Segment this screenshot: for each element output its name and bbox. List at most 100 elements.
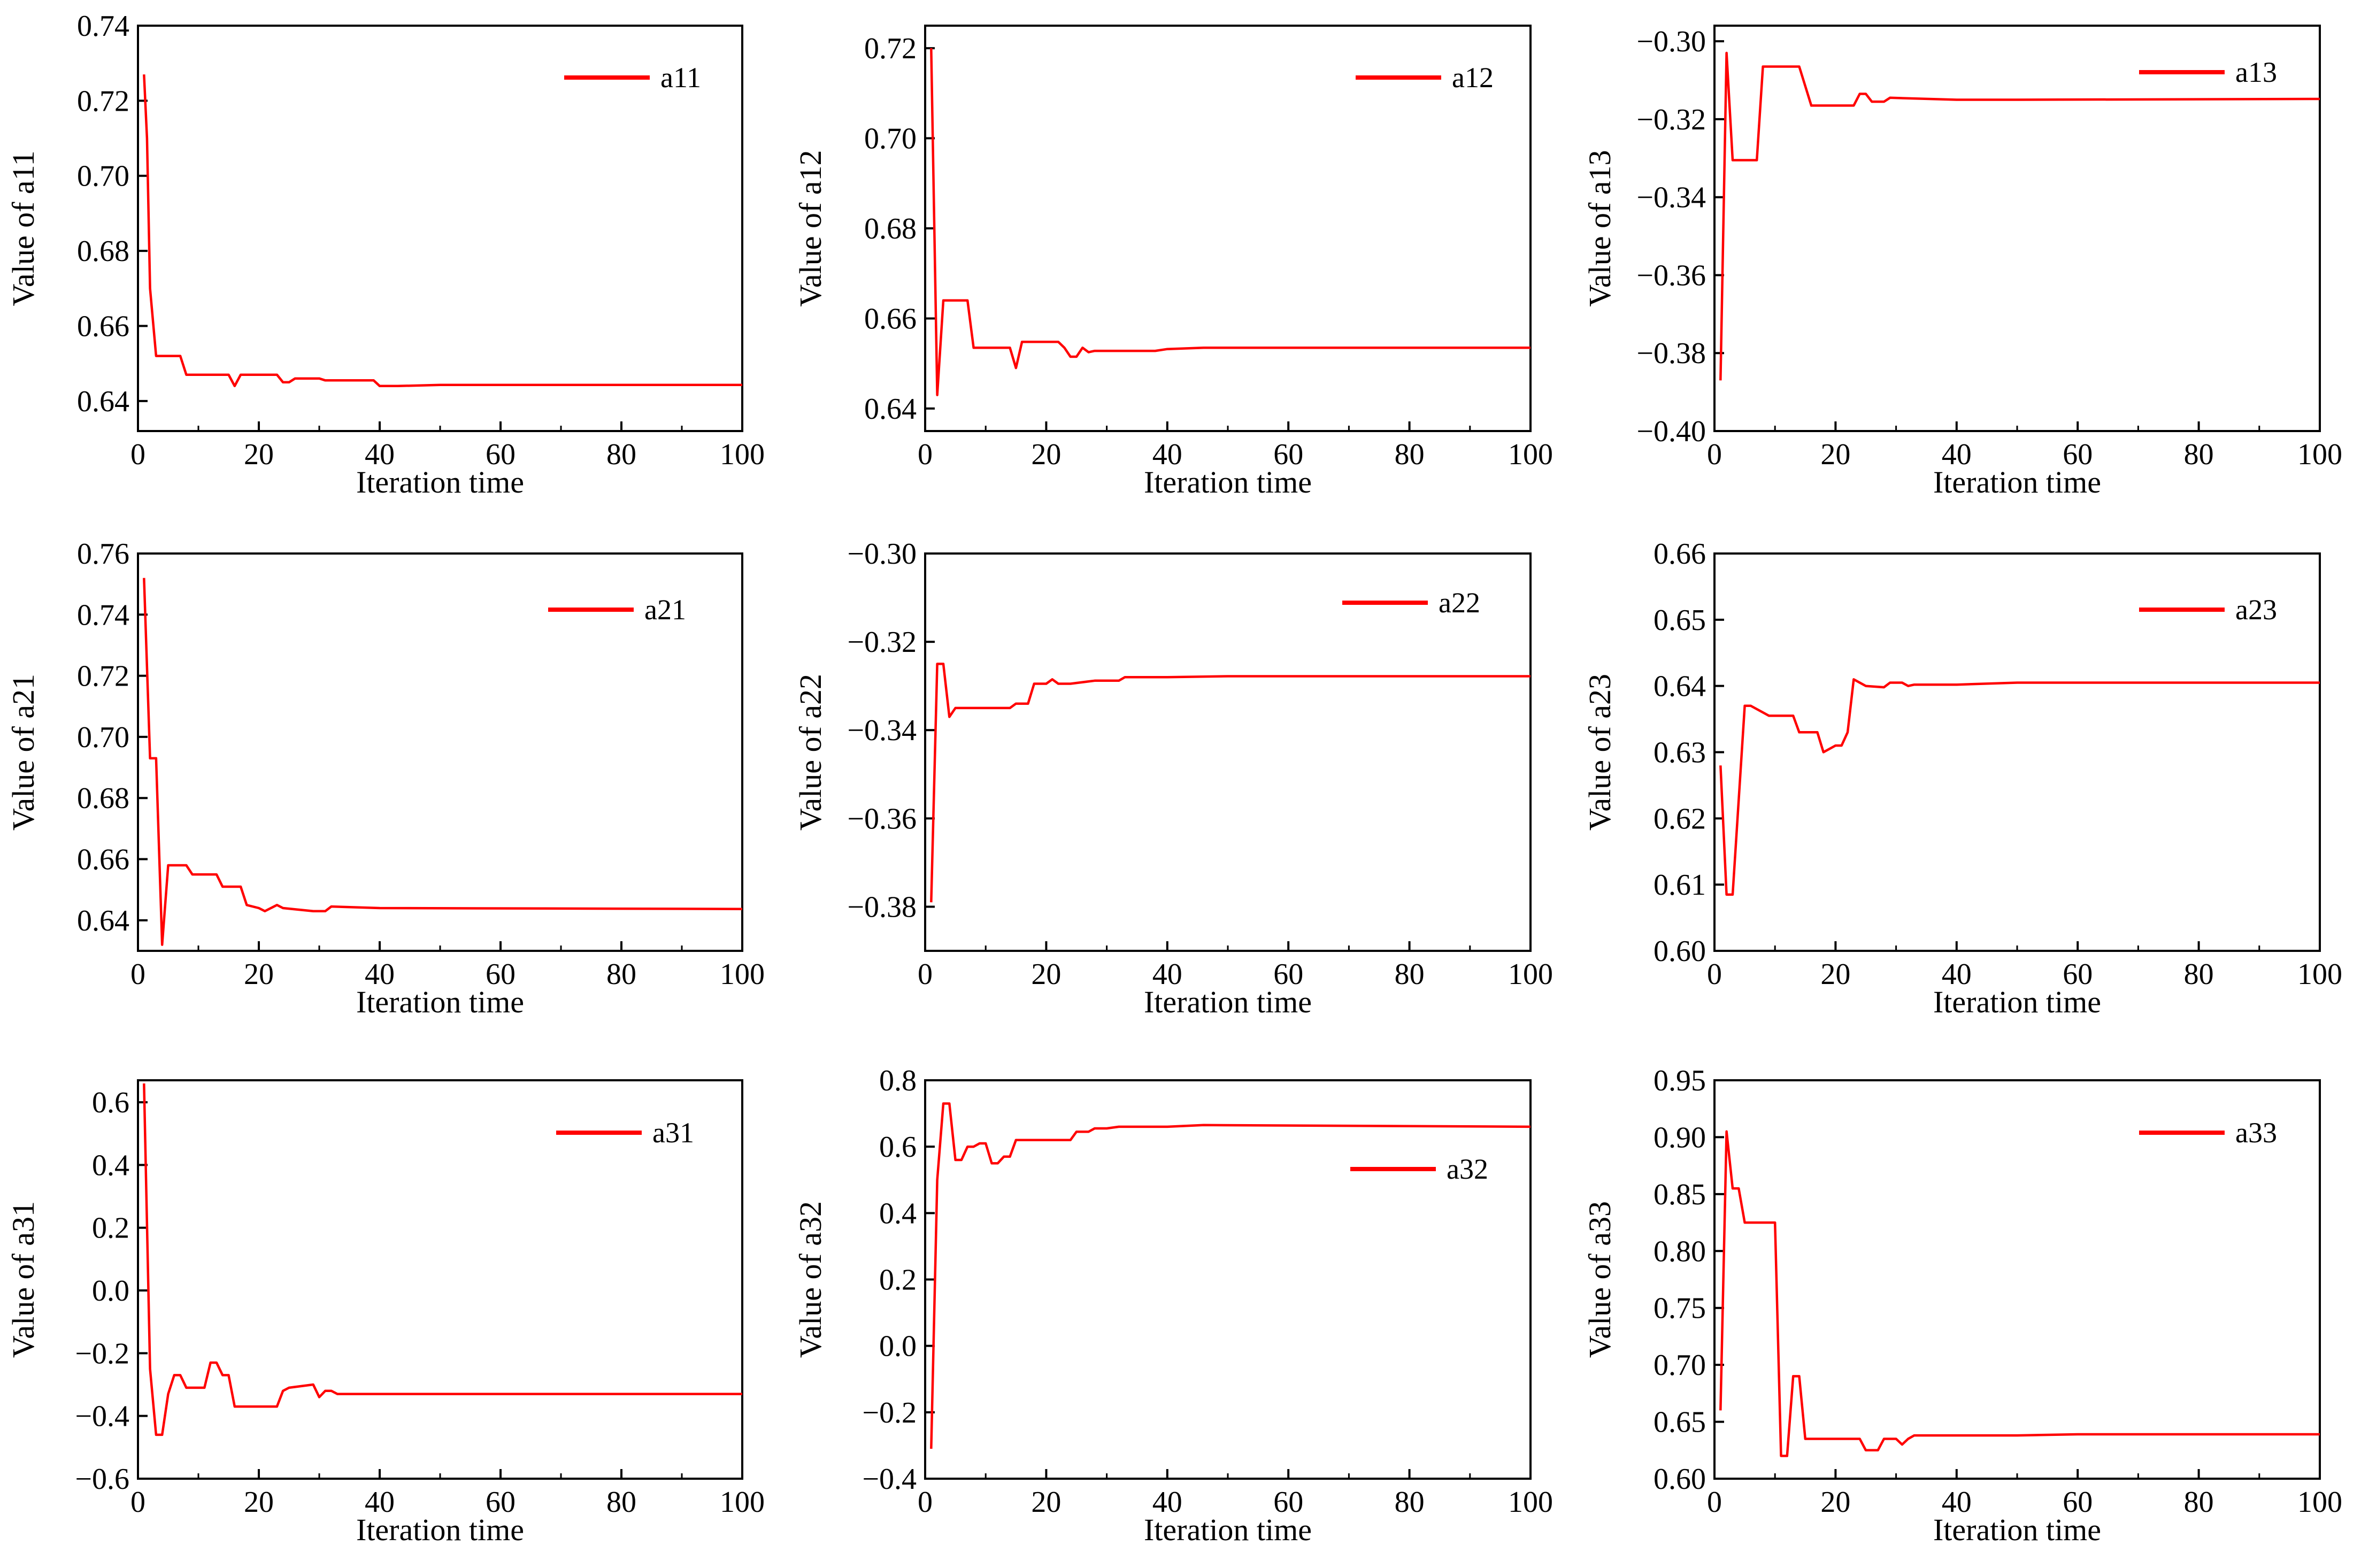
y-tick-label: −0.30 xyxy=(847,537,917,571)
y-tick-label: −0.38 xyxy=(1636,337,1706,370)
y-tick-label: 0.0 xyxy=(92,1274,129,1308)
x-axis-label: Iteration time xyxy=(1933,465,2101,499)
y-tick-label: 0.80 xyxy=(1654,1235,1706,1268)
legend-label: a22 xyxy=(1439,587,1480,619)
x-tick-label: 0 xyxy=(130,438,145,471)
x-tick-label: 40 xyxy=(365,958,395,991)
x-tick-label: 40 xyxy=(1942,958,1972,991)
series-line-a21 xyxy=(143,578,742,946)
y-tick-label: −0.38 xyxy=(847,890,917,924)
y-tick-label: −0.4 xyxy=(862,1463,917,1496)
legend-label: a21 xyxy=(644,594,686,626)
x-axis-label: Iteration time xyxy=(1144,985,1312,1019)
x-tick-label: 100 xyxy=(720,958,765,991)
y-axis-label: Value of a11 xyxy=(6,151,41,306)
y-tick-label: 0.75 xyxy=(1654,1292,1706,1325)
y-tick-label: 0.63 xyxy=(1654,736,1706,770)
x-tick-label: 100 xyxy=(2297,958,2342,991)
y-tick-label: 0.6 xyxy=(92,1086,129,1119)
chart-panel-a32: 0 20 40 60 80 100 −0.4 −0.2 0.0 0.2 0.4 0.6 0.8 Itera… xyxy=(793,1064,1553,1547)
y-tick-label: 0.68 xyxy=(864,212,917,245)
y-tick-label: −0.34 xyxy=(847,714,917,747)
y-tick-label: 0.0 xyxy=(879,1330,917,1363)
x-axis-label: Iteration time xyxy=(1933,1512,2101,1547)
y-tick-label: 0.66 xyxy=(1654,537,1706,571)
x-tick-label: 20 xyxy=(244,958,274,991)
chart-panel-a13: 0 20 40 60 80 100 −0.40 −0.38 −0.36 −0.34 −0.32 −0.… xyxy=(1582,25,2342,499)
legend-label: a32 xyxy=(1447,1153,1488,1185)
x-axis-label: Iteration time xyxy=(356,1512,524,1547)
y-tick-label: 0.68 xyxy=(77,782,129,815)
x-tick-label: 20 xyxy=(1820,438,1850,471)
x-tick-label: 100 xyxy=(1508,1486,1553,1519)
y-tick-label: 0.64 xyxy=(1654,670,1706,703)
series-line-a12 xyxy=(930,48,1531,396)
x-tick-label: 80 xyxy=(1395,438,1425,471)
chart-panel-a22: 0 20 40 60 80 100 −0.38 −0.36 −0.34 −0.32 −0.30 Ite… xyxy=(793,537,1553,1019)
x-tick-label: 20 xyxy=(1031,1486,1061,1519)
y-tick-label: 0.70 xyxy=(864,122,917,156)
x-tick-label: 0 xyxy=(918,1486,933,1519)
y-tick-label: 0.68 xyxy=(77,235,129,268)
plot-frame xyxy=(1713,1079,2321,1480)
y-tick-label: −0.36 xyxy=(847,802,917,835)
y-tick-label: −0.2 xyxy=(75,1337,129,1370)
x-tick-label: 80 xyxy=(606,958,636,991)
y-tick-label: −0.4 xyxy=(75,1400,129,1433)
x-tick-label: 100 xyxy=(2297,1486,2342,1519)
x-tick-label: 60 xyxy=(486,958,516,991)
y-tick-label: 0.4 xyxy=(879,1197,917,1230)
y-tick-label: 0.72 xyxy=(77,660,129,693)
y-axis-label: Value of a12 xyxy=(793,150,828,306)
x-tick-label: 0 xyxy=(1707,438,1722,471)
y-tick-label: 0.60 xyxy=(1654,1463,1706,1496)
y-tick-label: 0.60 xyxy=(1654,935,1706,968)
y-tick-label: 0.70 xyxy=(1654,1349,1706,1382)
y-tick-label: 0.76 xyxy=(77,537,129,571)
x-tick-label: 40 xyxy=(1152,438,1182,471)
y-axis-label: Value of a32 xyxy=(793,1201,828,1358)
x-axis-label: Iteration time xyxy=(356,985,524,1019)
series-line-a31 xyxy=(143,1083,742,1436)
y-tick-label: −0.32 xyxy=(847,626,917,659)
x-tick-label: 80 xyxy=(2184,438,2214,471)
x-tick-label: 40 xyxy=(1942,438,1972,471)
y-axis-label: Value of a33 xyxy=(1582,1201,1617,1358)
series-line-a33 xyxy=(1719,1130,2320,1457)
y-tick-label: −0.2 xyxy=(862,1396,917,1429)
x-tick-label: 100 xyxy=(720,1486,765,1519)
x-tick-label: 60 xyxy=(486,1486,516,1519)
y-axis-label: Value of a21 xyxy=(6,674,41,831)
y-tick-label: 0.65 xyxy=(1654,604,1706,637)
y-tick-label: 0.95 xyxy=(1654,1064,1706,1097)
y-tick-label: 0.70 xyxy=(77,721,129,754)
y-tick-label: −0.6 xyxy=(75,1463,129,1496)
y-tick-label: −0.30 xyxy=(1636,25,1706,58)
x-tick-label: 80 xyxy=(606,438,636,471)
y-tick-label: 0.64 xyxy=(864,393,917,426)
x-axis-label: Iteration time xyxy=(1933,985,2101,1019)
legend-label: a23 xyxy=(2235,594,2277,626)
legend-label: a11 xyxy=(660,62,701,94)
x-tick-label: 60 xyxy=(1273,438,1303,471)
y-axis-label: Value of a23 xyxy=(1582,674,1617,831)
chart-panel-a23: 0 20 40 60 80 100 0.60 0.61 0.62 0.63 0.64 0.65 0.66… xyxy=(1582,537,2342,1019)
x-tick-label: 40 xyxy=(1152,1486,1182,1519)
y-tick-label: 0.64 xyxy=(77,385,129,418)
y-tick-label: 0.85 xyxy=(1654,1178,1706,1211)
y-tick-label: −0.40 xyxy=(1636,415,1706,448)
x-tick-label: 20 xyxy=(1820,958,1850,991)
x-tick-label: 40 xyxy=(1942,1486,1972,1519)
x-tick-label: 40 xyxy=(365,438,395,471)
y-axis-label: Value of a13 xyxy=(1582,150,1617,306)
chart-panel-a11: 0 20 40 60 80 100 0.64 0.66 0.68 0.70 0.72 0.74 Iter… xyxy=(6,10,765,499)
x-tick-label: 0 xyxy=(130,958,145,991)
y-tick-label: 0.72 xyxy=(864,32,917,65)
chart-panel-a31: 0 20 40 60 80 100 −0.6 −0.4 −0.2 0.0 0.2 0.4 0.6 Iter… xyxy=(6,1079,765,1547)
x-tick-label: 60 xyxy=(2063,958,2093,991)
x-tick-label: 20 xyxy=(1031,958,1061,991)
y-tick-label: 0.70 xyxy=(77,160,129,193)
legend-label: a12 xyxy=(1452,62,1494,94)
x-tick-label: 0 xyxy=(1707,958,1722,991)
